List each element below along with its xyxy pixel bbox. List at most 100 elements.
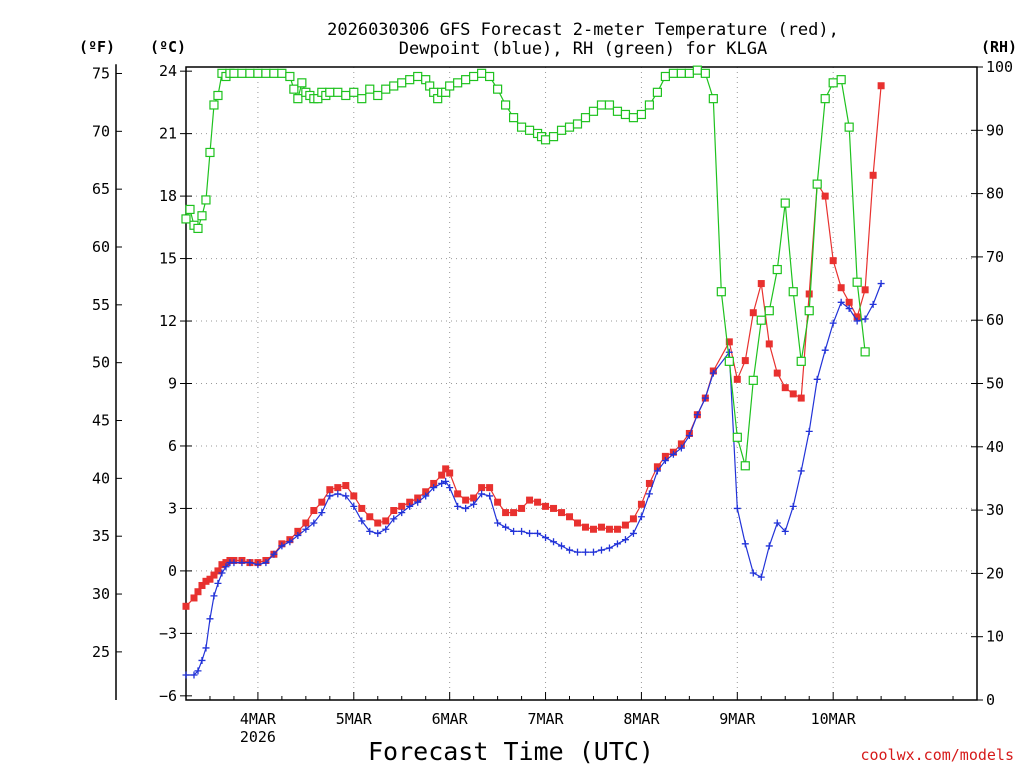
rh-point [185, 204, 195, 215]
credit-label: coolwx.com/models [860, 746, 1014, 764]
rh-point [389, 81, 399, 91]
rh-point [756, 315, 766, 325]
dewpoint-point [446, 484, 454, 492]
temperature-point [677, 440, 685, 448]
c-tick-label: 0 [168, 562, 177, 580]
temperature-point [581, 523, 589, 531]
dewpoint-point [430, 484, 438, 492]
temperature-point [318, 498, 326, 506]
rh-point [469, 71, 479, 82]
dewpoint-point [374, 529, 382, 537]
temperature-point [414, 494, 422, 502]
series-dewpoint [182, 280, 885, 679]
fahrenheit-unit-label: (ºF) [79, 38, 115, 56]
c-tick-label: −3 [159, 624, 177, 642]
temperature-point [182, 602, 190, 610]
dewpoint-point [869, 300, 877, 308]
rh-point [285, 71, 295, 82]
rh-point [485, 71, 495, 82]
temperature-point [478, 484, 486, 492]
rh-point [804, 306, 814, 316]
dewpoint-point [733, 504, 741, 512]
temperature-point [621, 521, 629, 529]
dewpoint-point [294, 532, 302, 540]
rh-point [516, 122, 527, 132]
rh-point [269, 68, 279, 78]
c-tick-label: 18 [159, 187, 177, 205]
temperature-point [398, 502, 406, 510]
temperature-point [589, 525, 597, 533]
dewpoint-point [478, 490, 486, 498]
series-layer [181, 65, 885, 679]
temperature-point [837, 284, 845, 292]
chart-subtitle: Dewpoint (blue), RH (green) for KLGA [399, 39, 767, 59]
temperature-point [190, 594, 198, 602]
temperature-point [446, 469, 454, 477]
dewpoint-point [797, 467, 805, 475]
temperature-point [430, 479, 438, 487]
dewpoint-point [442, 477, 450, 485]
f-tick-label: 60 [92, 238, 110, 256]
temperature-point [637, 500, 645, 508]
rh-point [229, 68, 239, 78]
rh-tick-label: 0 [986, 691, 995, 709]
f-tick-label: 25 [92, 643, 110, 661]
dewpoint-point [534, 529, 542, 537]
temperature-point [597, 523, 605, 531]
temperature-point [406, 498, 414, 506]
rh-point [493, 84, 503, 94]
dewpoint-point [629, 529, 637, 537]
rh-point [628, 113, 639, 123]
temperature-point [494, 498, 502, 506]
rh-point [209, 100, 219, 110]
dewpoint-point [853, 317, 861, 325]
rh-point [325, 87, 335, 97]
temperature-point [214, 567, 222, 575]
axes: 24211815129630−3−67570656055504540353025… [92, 58, 1013, 746]
temperature-point [310, 507, 318, 515]
temperature-point [334, 484, 342, 492]
temperature-point [422, 488, 430, 496]
rh-point [844, 122, 854, 132]
dewpoint-point [877, 280, 885, 288]
rh-point [564, 122, 575, 132]
rh-point [540, 135, 551, 145]
dewpoint-point [566, 546, 574, 554]
rh-point [660, 71, 670, 82]
temperature-point [861, 286, 869, 294]
temperature-point [765, 340, 773, 348]
x-tick-label: 8MAR [623, 710, 660, 728]
dewpoint-point [597, 546, 605, 554]
dewpoint-point [861, 315, 869, 323]
dewpoint-point [350, 502, 358, 510]
temperature-point [869, 171, 877, 179]
rh-point [572, 119, 583, 129]
dewpoint-point [254, 561, 262, 569]
rh-point [201, 195, 211, 205]
f-tick-label: 35 [92, 527, 110, 545]
temperature-point [645, 479, 653, 487]
rh-tick-label: 10 [986, 628, 1004, 646]
rh-point [381, 84, 391, 94]
temperature-point [210, 571, 218, 579]
dewpoint-point [334, 490, 342, 498]
temperature-point [218, 561, 226, 569]
c-tick-label: 24 [159, 62, 177, 80]
dewpoint-point [621, 536, 629, 544]
dewpoint-point [845, 305, 853, 313]
dewpoint-point [210, 592, 218, 600]
f-tick-label: 70 [92, 122, 110, 140]
dewpoint-point [829, 319, 837, 327]
f-tick-label: 40 [92, 469, 110, 487]
temperature-point [326, 486, 334, 494]
dewpoint-point [218, 569, 226, 577]
dewpoint-point [677, 444, 685, 452]
temperature-point [202, 577, 210, 585]
temperature-point [805, 290, 813, 298]
f-tick-label: 45 [92, 412, 110, 430]
temperature-point [542, 502, 550, 510]
rh-point [740, 461, 750, 471]
rh-point [289, 84, 299, 94]
rh-point [596, 100, 607, 110]
temperature-point [342, 482, 350, 490]
